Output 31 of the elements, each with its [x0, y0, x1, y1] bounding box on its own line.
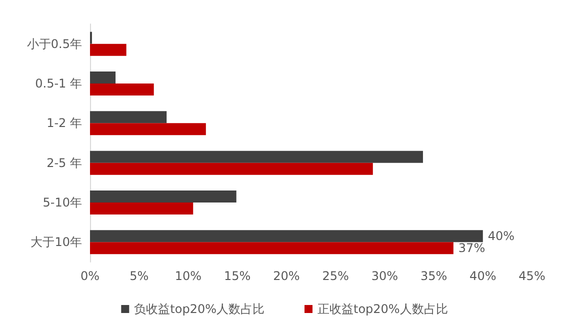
x-tick-label: 5% — [130, 269, 149, 283]
bar — [90, 230, 483, 242]
bar — [90, 162, 373, 175]
y-tick-label: 0.5-1 年 — [35, 76, 82, 90]
y-tick-label: 1-2 年 — [46, 116, 82, 130]
y-tick-label: 大于10年 — [30, 235, 82, 250]
bar — [90, 242, 454, 254]
bar — [90, 190, 236, 202]
bar — [90, 202, 194, 214]
x-tick-label: 20% — [273, 269, 300, 283]
y-tick-label: 2-5 年 — [46, 156, 82, 170]
data-label: 37% — [458, 241, 486, 256]
x-tick-label: 45% — [518, 269, 546, 283]
bar — [90, 123, 206, 136]
x-tick-label: 35% — [420, 269, 448, 283]
x-tick-label: 0% — [80, 269, 100, 283]
legend-label: 正收益top20%人数占比 — [318, 302, 448, 316]
x-tick-label: 10% — [174, 269, 202, 283]
bar — [90, 84, 154, 96]
data-label: 40% — [488, 229, 515, 244]
x-tick-label: 40% — [470, 269, 496, 283]
y-tick-label: 小于0.5年 — [26, 36, 82, 51]
bar — [90, 44, 126, 56]
y-tick-label: 5-10年 — [42, 196, 82, 210]
x-tick-label: 30% — [371, 269, 398, 283]
x-tick-label: 15% — [224, 269, 251, 283]
bar — [90, 72, 116, 84]
legend-label: 负收益top20%人数占比 — [134, 302, 265, 316]
bar — [90, 150, 423, 163]
x-tick-label: 25% — [322, 269, 349, 283]
bar — [90, 111, 167, 124]
